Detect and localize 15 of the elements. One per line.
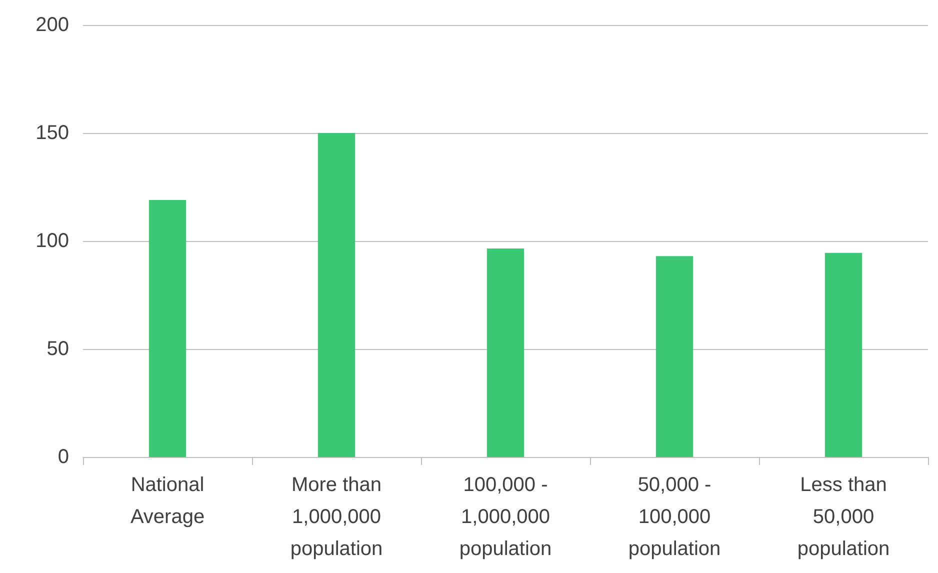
x-tick-label: Less than 50,000 population xyxy=(797,474,890,560)
bar xyxy=(318,133,356,457)
bar xyxy=(824,252,862,457)
x-tick-label: 100,000 - 1,000,000 population xyxy=(459,474,552,560)
y-tick-label: 150 xyxy=(36,122,69,144)
y-tick-label: 200 xyxy=(36,14,69,36)
bar xyxy=(148,200,186,457)
x-tick-label: National Average xyxy=(130,474,205,528)
y-tick-label: 50 xyxy=(46,338,69,360)
y-tick-label: 100 xyxy=(36,230,69,252)
bar xyxy=(486,248,524,457)
bar xyxy=(656,256,694,457)
x-tick-label: 50,000 - 100,000 population xyxy=(628,474,721,560)
x-tick-label: More than 1,000,000 population xyxy=(290,474,383,560)
y-tick-label: 0 xyxy=(58,446,69,468)
